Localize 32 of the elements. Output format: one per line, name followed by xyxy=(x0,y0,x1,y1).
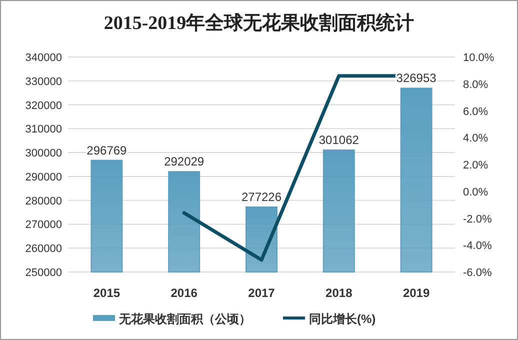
y-tick-label: 280000 xyxy=(25,195,62,208)
y-tick-label: 330000 xyxy=(25,76,62,88)
legend-label: 同比增长(%) xyxy=(309,312,376,326)
data-label: 296769 xyxy=(86,143,128,158)
y2-tick-label: -4.0% xyxy=(463,240,492,252)
y-tick-label: 320000 xyxy=(25,100,62,112)
x-tick-label: 2016 xyxy=(170,286,198,300)
legend-label: 无花果收割面积（公顷） xyxy=(118,312,251,326)
y2-tick-label: 8.0% xyxy=(463,78,488,91)
y2-tick-label: 6.0% xyxy=(463,106,488,118)
y-tick-label: 300000 xyxy=(25,148,62,160)
y-tick-label: 340000 xyxy=(25,52,62,64)
y2-tick-label: 2.0% xyxy=(463,160,488,172)
data-label: 277226 xyxy=(241,190,282,204)
y-tick-label: 310000 xyxy=(25,124,62,136)
data-label: 301062 xyxy=(318,133,360,148)
y2-tick-label: 10.0% xyxy=(463,52,494,64)
x-tick-label: 2015 xyxy=(93,286,120,300)
chart-title: 2015-2019年全球无花果收割面积统计 xyxy=(104,12,414,34)
data-label: 292029 xyxy=(164,154,204,169)
x-tick-label: 2017 xyxy=(248,286,276,300)
data-label: 326953 xyxy=(396,71,437,86)
x-tick-label: 2019 xyxy=(402,286,430,300)
y-tick-label: 250000 xyxy=(25,267,62,279)
y-tick-label: 260000 xyxy=(25,243,62,256)
x-tick-label: 2018 xyxy=(326,286,353,300)
y-tick-label: 290000 xyxy=(25,171,62,184)
y-tick-label: 270000 xyxy=(25,219,62,232)
y2-tick-label: 4.0% xyxy=(463,132,488,145)
y2-tick-label: 0.0% xyxy=(463,186,488,198)
y2-tick-label: -6.0% xyxy=(463,267,492,279)
y2-tick-label: -2.0% xyxy=(463,213,492,226)
